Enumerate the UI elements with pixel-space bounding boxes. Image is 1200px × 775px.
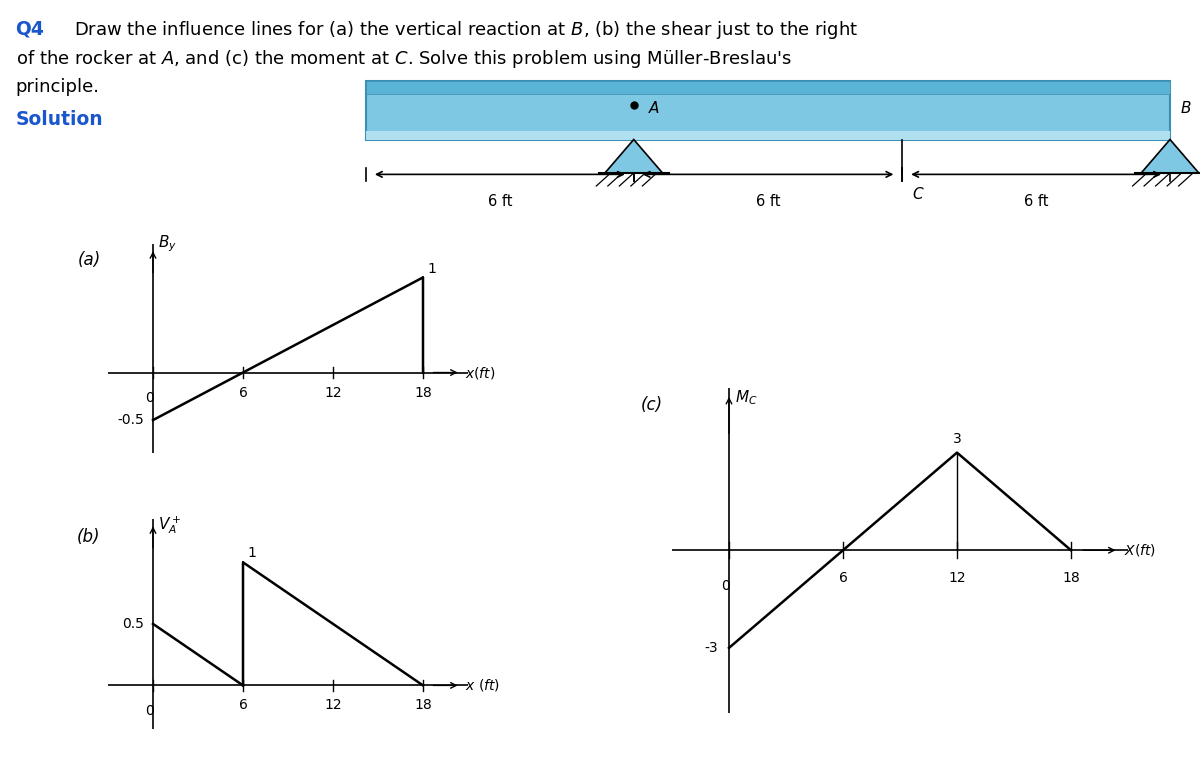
FancyBboxPatch shape	[366, 81, 1170, 140]
Text: $A$: $A$	[648, 99, 660, 115]
Text: 6 ft: 6 ft	[1024, 194, 1049, 208]
Text: 1: 1	[427, 261, 437, 276]
Text: 6: 6	[239, 386, 247, 400]
Text: 12: 12	[324, 698, 342, 712]
Text: (c): (c)	[641, 395, 662, 414]
Text: $V_A^+$: $V_A^+$	[157, 514, 181, 536]
Text: $x(ft)$: $x(ft)$	[466, 364, 496, 381]
Text: 12: 12	[324, 386, 342, 400]
Text: 12: 12	[948, 570, 966, 584]
Text: 6: 6	[239, 698, 247, 712]
Text: 6 ft: 6 ft	[756, 194, 780, 208]
Polygon shape	[1141, 140, 1199, 173]
Text: 18: 18	[1062, 570, 1080, 584]
Text: 3: 3	[953, 432, 961, 446]
Text: (b): (b)	[77, 528, 101, 546]
Text: 0.5: 0.5	[122, 617, 144, 631]
Text: 0: 0	[721, 579, 730, 593]
Polygon shape	[605, 140, 662, 173]
Text: $B_y$: $B_y$	[157, 234, 176, 254]
Text: principle.: principle.	[16, 78, 100, 95]
Text: Draw the influence lines for (a) the vertical reaction at $B$, (b) the shear jus: Draw the influence lines for (a) the ver…	[74, 19, 859, 41]
Text: -3: -3	[704, 641, 718, 655]
Text: 0: 0	[145, 391, 155, 405]
Text: 1: 1	[247, 546, 257, 560]
Text: of the rocker at $A$, and (c) the moment at $C$. Solve this problem using Müller: of the rocker at $A$, and (c) the moment…	[16, 48, 792, 70]
Text: 18: 18	[414, 698, 432, 712]
Text: $C$: $C$	[912, 186, 924, 202]
Text: (a): (a)	[77, 250, 101, 269]
FancyBboxPatch shape	[366, 81, 1170, 94]
Text: $B$: $B$	[1180, 99, 1192, 115]
Text: -0.5: -0.5	[118, 413, 144, 427]
Text: 6: 6	[839, 570, 847, 584]
Text: $M_C$: $M_C$	[734, 388, 757, 407]
Text: 0: 0	[145, 704, 155, 718]
Text: $x\ (ft)$: $x\ (ft)$	[466, 677, 500, 694]
Text: $X(ft)$: $X(ft)$	[1124, 542, 1157, 558]
FancyBboxPatch shape	[366, 131, 1170, 140]
Text: Q4: Q4	[16, 19, 44, 39]
Text: 6 ft: 6 ft	[487, 194, 512, 208]
Text: 18: 18	[414, 386, 432, 400]
Text: Solution: Solution	[16, 110, 103, 129]
